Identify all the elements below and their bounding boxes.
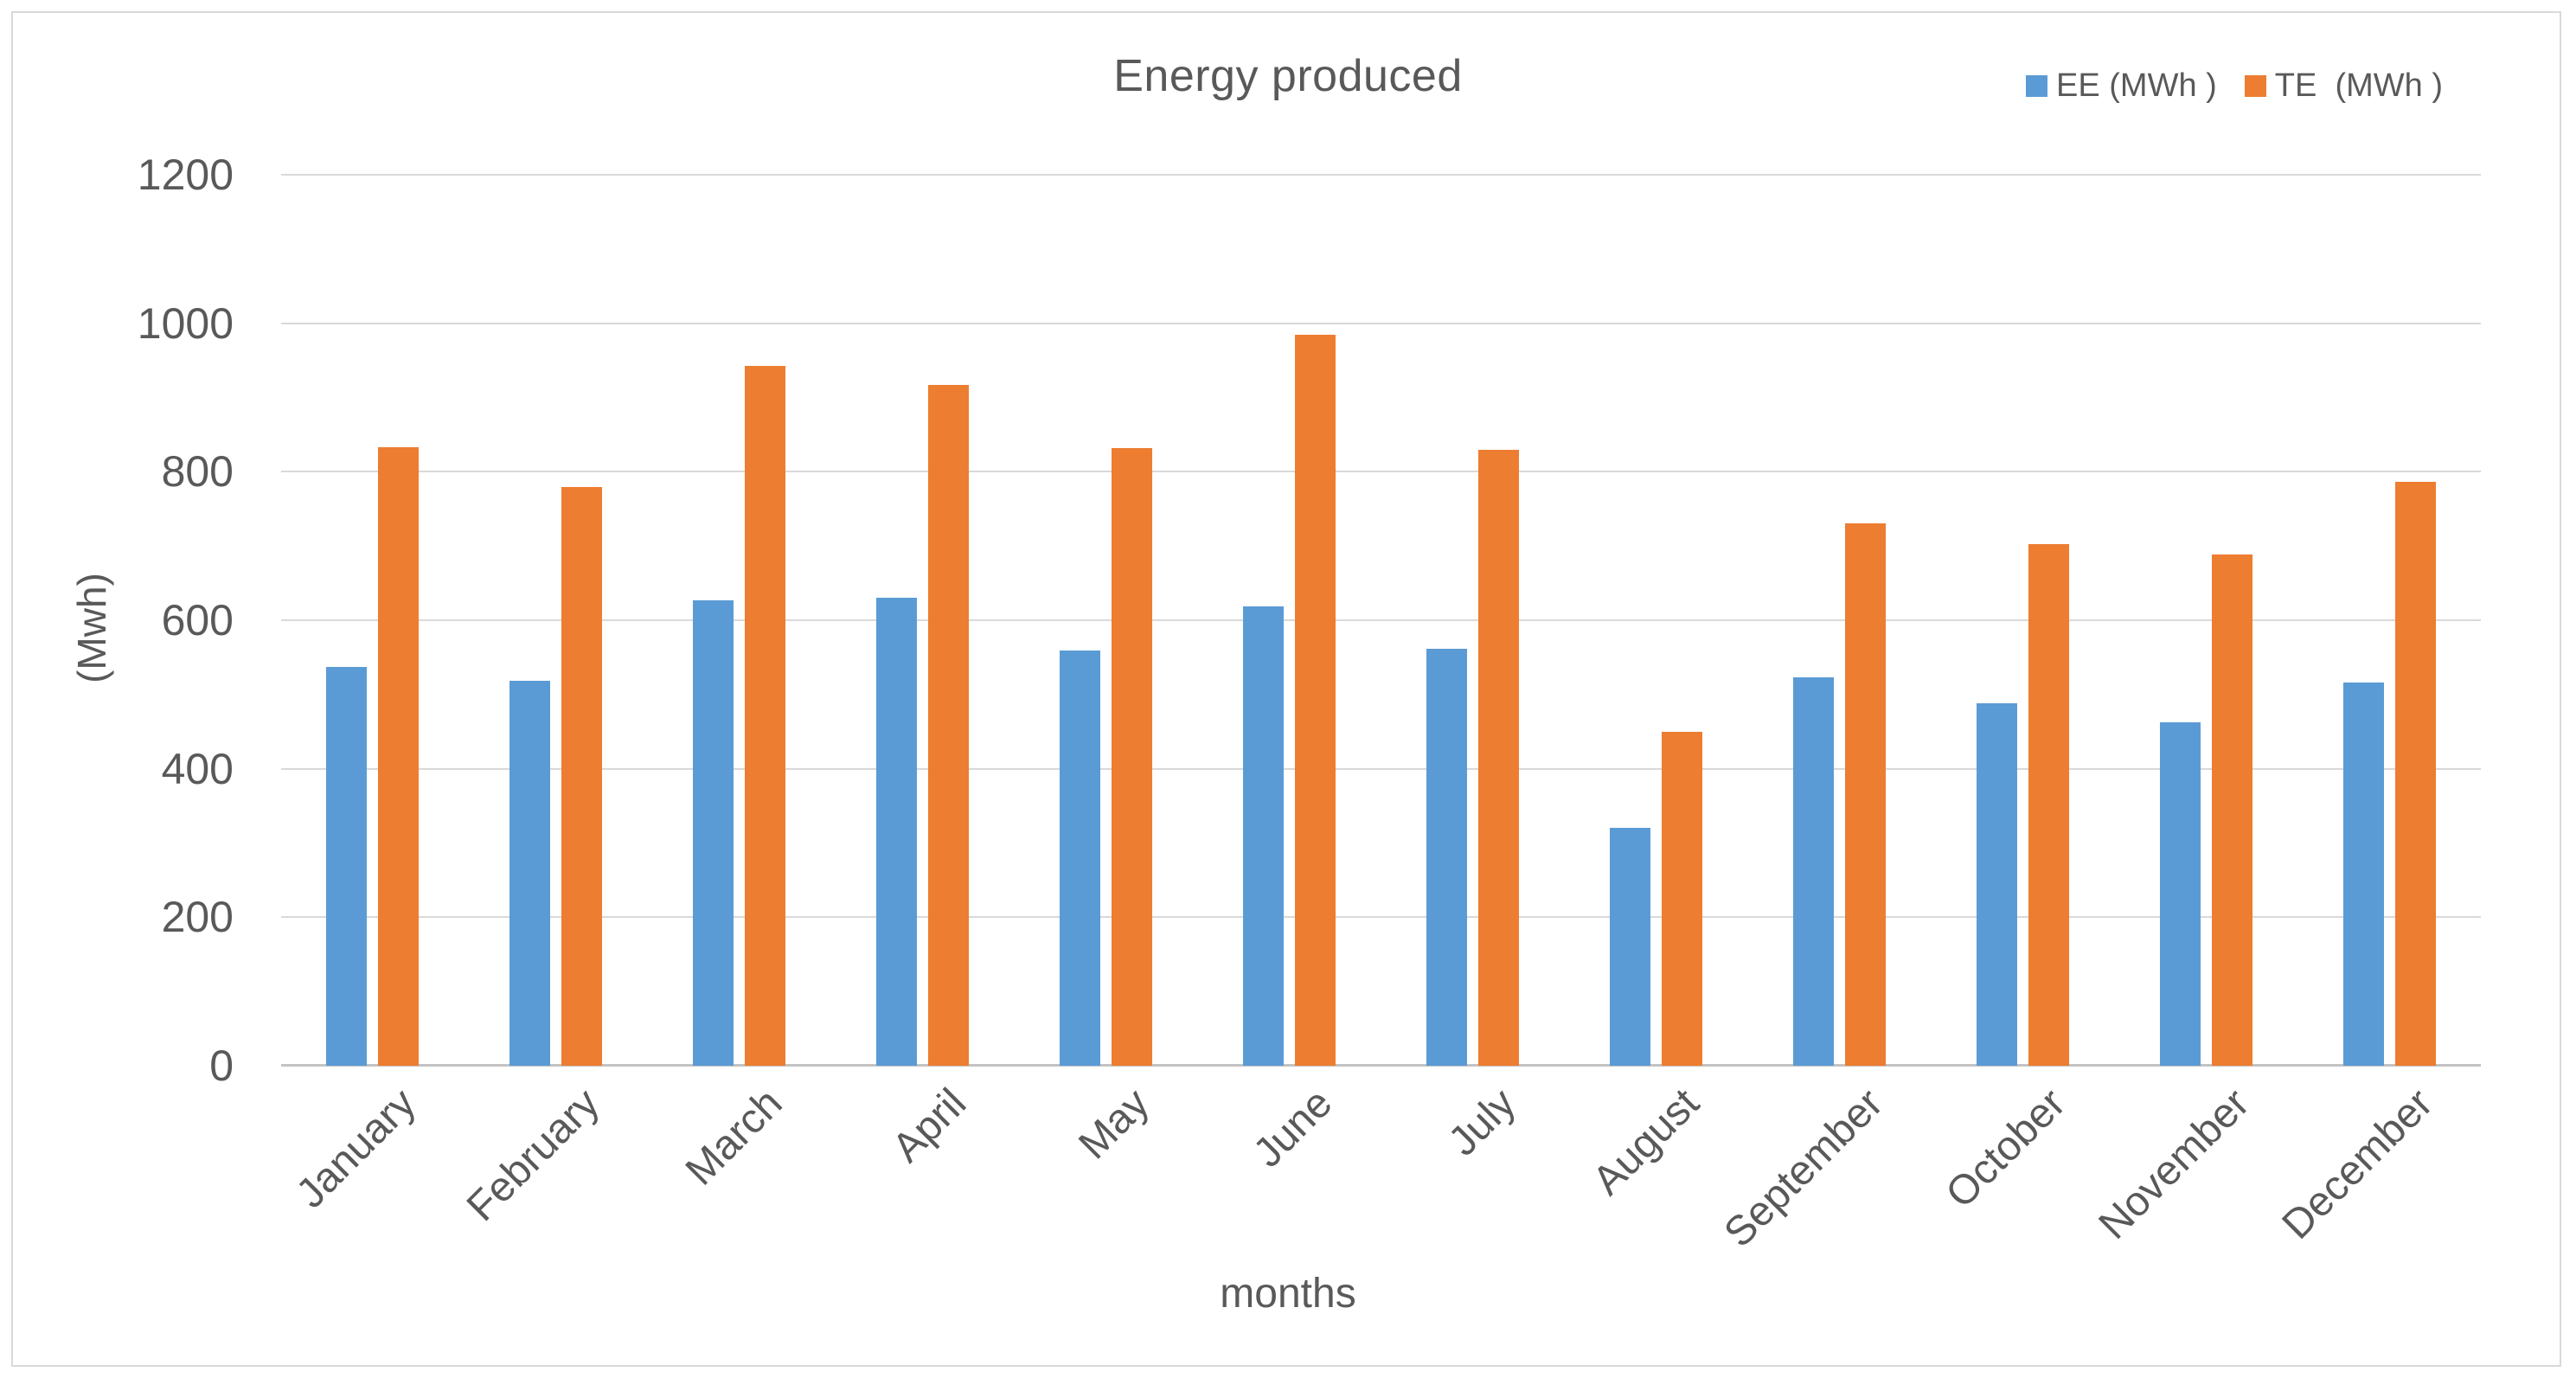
x-tick-label-april: April (883, 1080, 975, 1172)
bar-te-october (2028, 544, 2069, 1066)
bar-group-june (1198, 175, 1381, 1066)
legend-label-ee: EE (MWh ) (2056, 67, 2217, 104)
legend-item-ee: EE (MWh ) (2026, 67, 2217, 105)
bar-ee-may (1060, 651, 1101, 1066)
x-tick-label-june: June (1245, 1080, 1342, 1176)
x-tick-label-september: September (1714, 1080, 1892, 1257)
y-tick-label-800: 800 (161, 447, 234, 497)
gridline-1000 (281, 322, 2481, 324)
x-tick-label-november: November (2090, 1080, 2259, 1248)
bar-te-february (561, 487, 603, 1066)
legend: EE (MWh ) TE (MWh ) (2026, 67, 2443, 105)
y-tick-label-1200: 1200 (137, 151, 234, 199)
plot-area (281, 174, 2481, 1067)
bar-ee-december (2342, 683, 2384, 1066)
bar-te-january (378, 447, 420, 1066)
bar-group-march (648, 175, 831, 1066)
chart-title: Energy produced (1113, 51, 1463, 101)
bar-group-january (281, 175, 465, 1066)
bar-te-march (745, 366, 786, 1066)
gridline-800 (281, 471, 2481, 473)
bar-group-may (1015, 175, 1198, 1066)
x-tick-label-october: October (1938, 1080, 2075, 1217)
x-tick-label-january: January (287, 1080, 426, 1217)
bar-te-july (1477, 450, 1519, 1066)
y-tick-label-200: 200 (161, 893, 234, 942)
bar-group-december (2297, 175, 2481, 1066)
bar-ee-september (1792, 677, 1834, 1066)
x-tick-label-august: August (1584, 1080, 1708, 1204)
legend-swatch-te-icon (2244, 75, 2266, 97)
gridline-200 (281, 916, 2481, 919)
bar-group-october (1931, 175, 2114, 1066)
legend-item-te: TE (MWh ) (2244, 67, 2443, 105)
bar-group-april (831, 175, 1015, 1066)
x-axis-line (281, 1064, 2481, 1067)
bar-ee-february (509, 681, 551, 1066)
y-tick-label-1000: 1000 (137, 298, 234, 348)
bar-ee-march (693, 599, 734, 1066)
bar-te-april (928, 384, 970, 1066)
bar-ee-november (2159, 721, 2201, 1066)
bar-group-july (1381, 175, 1565, 1066)
x-axis-tick-labels: January February March April May June July Augu… (281, 1066, 2481, 1291)
bar-te-november (2211, 554, 2252, 1066)
x-tick-label-march: March (677, 1080, 791, 1195)
bar-te-december (2394, 482, 2436, 1066)
bar-ee-january (326, 667, 368, 1066)
bar-group-february (465, 175, 648, 1066)
bar-group-august (1564, 175, 1747, 1066)
bar-te-may (1112, 447, 1153, 1066)
bar-te-september (1844, 523, 1886, 1066)
legend-label-te: TE (MWh ) (2274, 67, 2443, 104)
gridline-1200 (281, 174, 2481, 176)
y-tick-label-600: 600 (161, 596, 234, 644)
bar-ee-april (876, 598, 918, 1066)
x-tick-label-december: December (2273, 1080, 2442, 1248)
x-tick-label-february: February (458, 1080, 609, 1231)
bar-te-june (1295, 334, 1336, 1066)
y-axis-tick-labels: 0 200 400 600 800 1000 1200 (0, 151, 234, 1090)
bar-ee-july (1426, 648, 1467, 1066)
chart-border (11, 11, 2561, 1367)
bar-ee-august (1609, 828, 1650, 1066)
y-tick-label-0: 0 (209, 1042, 234, 1090)
bar-ee-june (1243, 606, 1285, 1066)
x-axis-title: months (1220, 1271, 1356, 1317)
y-tick-label-400: 400 (161, 744, 234, 793)
gridline-400 (281, 767, 2481, 770)
x-tick-label-may: May (1070, 1080, 1158, 1169)
bar-ee-october (1976, 703, 2017, 1066)
legend-swatch-ee-icon (2026, 75, 2048, 97)
bar-group-november (2114, 175, 2297, 1066)
bar-te-august (1661, 731, 1702, 1066)
gridline-600 (281, 619, 2481, 621)
bar-group-september (1747, 175, 1931, 1066)
x-tick-label-july: July (1439, 1080, 1525, 1165)
